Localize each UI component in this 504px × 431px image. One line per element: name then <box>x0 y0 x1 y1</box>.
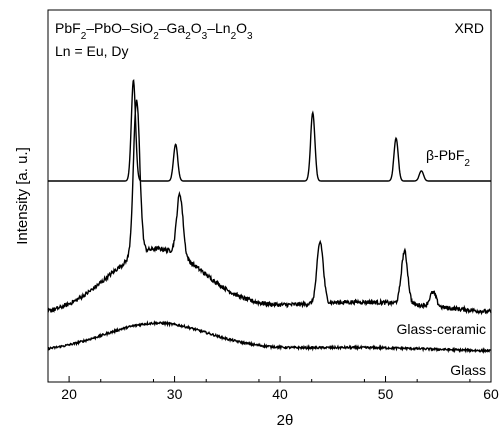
x-tick-label: 40 <box>272 386 288 402</box>
plot-frame <box>47 9 492 383</box>
series-label-glass: Glass <box>450 362 486 378</box>
x-tick-label: 50 <box>378 386 394 402</box>
series-line-glass-ceramic <box>47 99 492 316</box>
series-lines <box>47 78 492 355</box>
y-axis-label: Intensity [a. u.] <box>14 147 31 245</box>
composition-annotation: PbF2–PbO–SiO2–Ga2O3–Ln2O3 <box>55 20 253 42</box>
x-axis-ticks: 20 30 40 50 60 <box>47 376 499 402</box>
x-axis-label: 2θ <box>277 412 294 429</box>
series-line-glass <box>47 319 492 355</box>
series-label-beta-pbf2: β-PbF2 <box>426 147 470 169</box>
series-line--pbf2 <box>48 78 491 182</box>
series-label-glass-ceramic: Glass-ceramic <box>397 321 486 337</box>
x-tick-label: 20 <box>61 386 77 402</box>
ln-note: Ln = Eu, Dy <box>55 43 129 59</box>
technique-label: XRD <box>454 20 484 36</box>
x-tick-label: 30 <box>167 386 183 402</box>
x-tick-label: 60 <box>483 386 499 402</box>
